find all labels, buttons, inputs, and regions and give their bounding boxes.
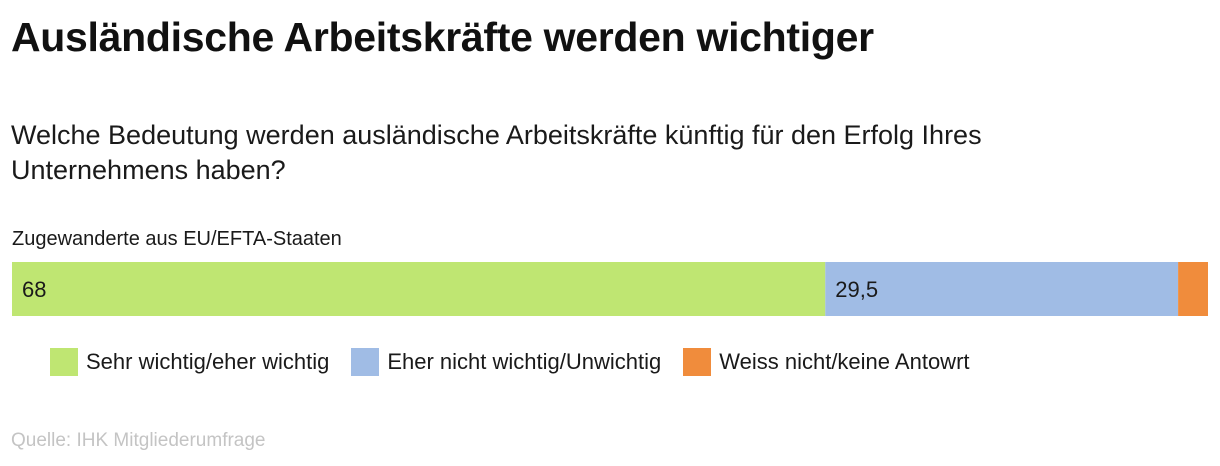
legend-label-weiss-nicht: Weiss nicht/keine Antowrt <box>719 349 970 374</box>
legend-swatch-weiss-nicht <box>683 348 712 376</box>
legend-item-weiss-nicht: Weiss nicht/keine Antowrt <box>683 348 970 376</box>
legend-item-sehr-wichtig: Sehr wichtig/eher wichtig <box>50 348 329 376</box>
data-label-eher-nicht-wichtig: 29,5 <box>835 277 878 302</box>
legend-item-eher-nicht-wichtig: Eher nicht wichtig/Unwichtig <box>351 348 661 376</box>
category-label: Zugewanderte aus EU/EFTA-Staaten <box>12 228 342 250</box>
legend-label-sehr-wichtig: Sehr wichtig/eher wichtig <box>86 349 330 374</box>
legend-label-eher-nicht-wichtig: Eher nicht wichtig/Unwichtig <box>387 349 662 374</box>
data-label-sehr-wichtig: 68 <box>22 277 46 302</box>
chart-subtitle: Welche Bedeutung werden ausländische Arb… <box>11 120 982 185</box>
chart-title: Ausländische Arbeitskräfte werden wichti… <box>11 14 874 60</box>
bar-segment-eher-nicht-wichtig <box>825 262 1179 316</box>
legend-swatch-sehr-wichtig <box>50 348 78 376</box>
legend-swatch-eher-nicht-wichtig <box>351 348 380 376</box>
bar-segment-weiss-nicht <box>1178 262 1208 316</box>
source-note: Quelle: IHK Mitgliederumfrage <box>11 430 266 451</box>
legend: Sehr wichtig/eher wichtig Eher nicht wic… <box>50 348 992 376</box>
bar-segment-sehr-wichtig <box>12 262 826 316</box>
